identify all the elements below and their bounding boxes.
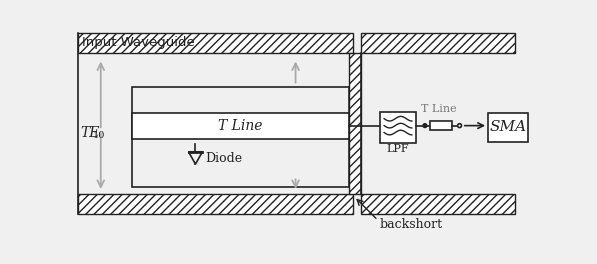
Bar [131,112,349,139]
Bar [380,112,416,143]
Bar [131,87,349,187]
Text: T Line: T Line [218,119,262,133]
Bar [430,121,452,130]
Bar [361,194,515,214]
Text: backshort: backshort [380,218,442,231]
Bar [349,53,361,194]
Circle shape [423,124,427,128]
Polygon shape [189,152,202,164]
Bar [488,112,528,142]
Bar [361,33,515,53]
Text: T Line: T Line [421,104,457,114]
Text: LPF: LPF [387,144,410,154]
Bar [78,33,353,53]
Text: 10: 10 [93,131,106,140]
Text: TE: TE [81,126,100,140]
Circle shape [458,124,461,128]
Text: SMA: SMA [490,120,527,134]
Text: Input Waveguide: Input Waveguide [82,36,195,49]
Text: Diode: Diode [205,152,242,165]
Bar [78,53,353,194]
Bar [78,194,353,214]
